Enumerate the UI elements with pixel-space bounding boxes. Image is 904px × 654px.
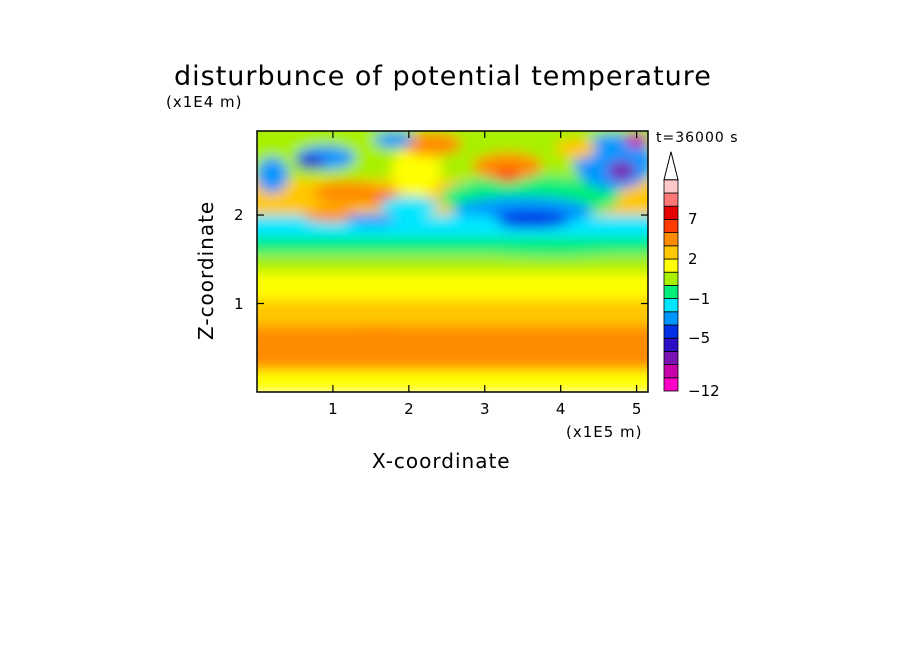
x-tick-label: 3 [479,400,490,418]
field-blob [472,152,543,181]
field-blob [495,168,520,183]
field-blob [391,145,442,196]
colorbar-bin [663,350,679,365]
field-blob [624,131,648,148]
field-band [257,272,648,300]
field-blob [313,180,384,205]
colorbar-bin [663,364,679,379]
colorbar-extend-arrow [663,151,679,181]
x-tick-label: 4 [555,400,566,418]
field-blob [378,196,439,217]
field-blob [401,132,462,157]
field-blob [257,157,289,194]
field-blob [483,243,624,258]
colorbar-bin [663,232,679,247]
field-blob [345,213,396,226]
colorbar-bin [663,311,679,326]
colorbar-bin [663,179,679,194]
chart-title: disturbunce of potential temperature [174,61,712,92]
colorbar-bin [663,192,679,207]
field-blob [333,324,424,345]
field-blob [555,138,596,159]
colorbar-bin [663,245,679,260]
field-blob [462,337,583,358]
x-tick-label: 2 [404,400,414,418]
colorbar [663,151,679,392]
colorbar-tick-label: −12 [688,382,720,400]
field-blob [607,160,636,181]
colorbar-bin [663,271,679,286]
field-band [257,369,648,392]
colorbar-tick-label: −1 [688,289,711,308]
y-tick-label: 1 [234,294,244,313]
field-band [257,299,648,326]
x-axis-label: X-coordinate [372,449,511,473]
colorbar-tick-label: −5 [688,329,711,348]
heatmap-field [257,131,648,392]
colorbar-bin [663,337,679,352]
colorbar-tick-label: 7 [688,210,698,229]
field-blob [373,131,414,148]
y-axis-unit: (x1E4 m) [166,93,243,111]
colorbar-bin [663,218,679,233]
colorbar-tick-label: 2 [688,250,698,268]
field-blob [421,213,502,234]
x-tick-label: 1 [328,400,338,418]
x-tick-label: 5 [631,400,642,418]
time-label: t=36000 s [656,130,739,146]
colorbar-bin [663,284,679,299]
colorbar-bin [663,324,679,339]
plot-frame [256,130,649,393]
x-axis-unit: (x1E5 m) [566,423,643,441]
field-blob [296,154,325,169]
colorbar-bin [663,205,679,220]
axis-ticks [257,131,648,392]
colorbar-bin [663,258,679,273]
field-band [257,254,648,273]
field-blob [490,210,571,229]
field-layers [257,131,648,392]
colorbar-bin [663,298,679,313]
y-tick-label: 2 [234,206,244,225]
field-blob [257,344,335,361]
colorbar-bin [663,377,679,392]
